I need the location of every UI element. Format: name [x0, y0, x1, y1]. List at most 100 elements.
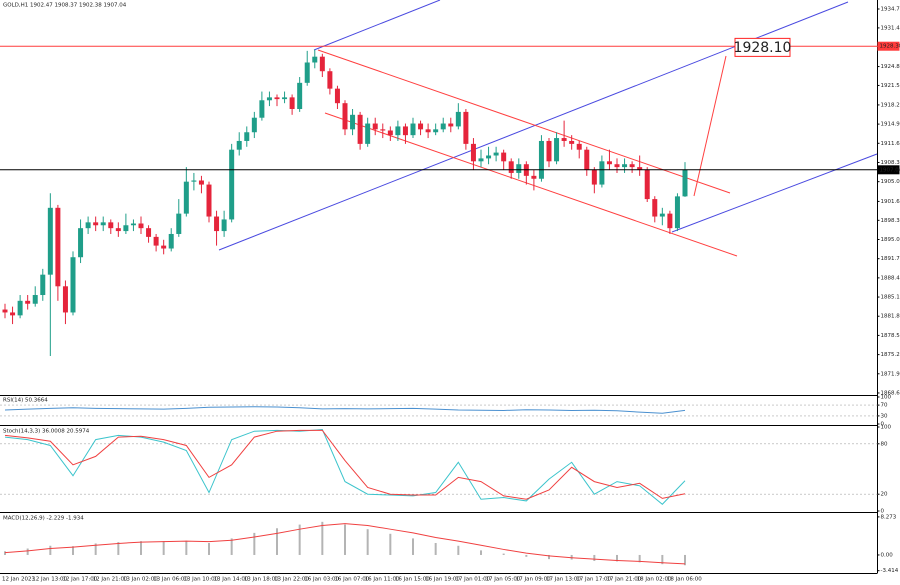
candle-body: [55, 207, 61, 287]
candle-body: [138, 223, 144, 229]
price-label-box: [877, 41, 900, 51]
indicator-line: [4, 523, 686, 565]
pane-borders: [0, 0, 878, 574]
candle-body: [425, 129, 431, 133]
candle-body: [2, 309, 8, 313]
candle-body: [78, 228, 84, 258]
candle-body: [304, 62, 310, 83]
x-tick-label: 18 Jan 06:00: [667, 577, 702, 583]
candle-body: [183, 181, 189, 214]
y-tick-label: 1918.20: [881, 102, 900, 108]
candle-body: [289, 97, 295, 109]
candle-body: [221, 219, 227, 232]
histogram-bar: [26, 548, 29, 555]
histogram-bar: [525, 554, 528, 557]
x-tick-label: 17 Jan 21:00: [606, 577, 641, 583]
histogram-bar: [502, 553, 505, 555]
candle-body: [380, 129, 386, 131]
histogram-bar: [298, 524, 301, 555]
candle-body: [198, 180, 204, 185]
y-tick-label: 1901.60: [881, 199, 900, 205]
x-tick-label: 13 Jan 10:00: [183, 577, 218, 583]
x-tick-label: 17 Jan 17:00: [576, 577, 611, 583]
candle-body: [644, 170, 650, 200]
y-tick-label: 1921.55: [881, 83, 900, 89]
histogram-bar: [548, 554, 550, 560]
pane-title: Stoch(14,3,3) 36.0008 20.5974: [3, 429, 90, 435]
candle-body: [478, 158, 484, 162]
histogram-bar: [49, 545, 52, 555]
projection-line: [693, 55, 727, 197]
y-tick-label: 80: [881, 441, 888, 447]
histogram-bar: [661, 554, 664, 565]
candle-body: [463, 111, 469, 144]
x-tick-label: 12 Jan 13:00: [32, 577, 67, 583]
y-tick-label: 1931.45: [881, 25, 900, 31]
annotation-label: 1928.10: [734, 40, 792, 56]
candle-body: [93, 222, 99, 226]
y-tick-label: 0: [881, 422, 885, 428]
candle-body: [576, 143, 582, 150]
price-label: 1928.30: [880, 44, 900, 50]
y-tick-label: 1914.90: [881, 122, 900, 128]
candle-body: [614, 164, 620, 168]
x-tick-label: 17 Jan 05:00: [486, 577, 521, 583]
histogram-bar: [389, 533, 392, 555]
candle-body: [161, 245, 167, 249]
candle-body: [554, 138, 560, 162]
histogram-bar: [117, 542, 120, 555]
x-tick-label: 13 Jan 22:00: [274, 577, 309, 583]
y-tick-label: 1868.65: [881, 390, 900, 396]
y-tick-label: 1924.80: [881, 64, 900, 70]
candle-body: [606, 161, 612, 165]
candle-body: [516, 164, 522, 173]
channel-line: [317, 49, 731, 194]
candle-body: [350, 114, 356, 130]
pane-title: GOLD,H1 1902.47 1908.37 1902.38 1907.04: [3, 3, 127, 9]
y-tick-label: 1875.25: [881, 352, 900, 358]
y-tick-label: 1878.55: [881, 333, 900, 339]
annotation-box: [734, 37, 791, 57]
x-tick-label: 18 Jan 02:00: [637, 577, 672, 583]
candle-body: [206, 184, 212, 217]
y-tick-label: 70: [881, 403, 888, 409]
candle-body: [470, 143, 476, 162]
y-tick-label: 100: [881, 425, 892, 431]
channel-line: [324, 112, 738, 257]
histogram-bar: [366, 529, 369, 555]
x-tick-label: 16 Jan 11:00: [365, 577, 400, 583]
candle-body: [10, 312, 16, 316]
candle-body: [62, 286, 68, 313]
candle-body: [191, 180, 197, 182]
histogram-bar: [253, 532, 256, 555]
histogram-bar: [140, 541, 142, 555]
histogram-bar: [4, 551, 6, 555]
candle-body: [342, 103, 348, 130]
price-label-box: [877, 165, 900, 175]
y-tick-label: 1911.60: [881, 141, 900, 147]
candle-body: [569, 140, 575, 144]
y-tick-label: 1934.70: [881, 7, 900, 13]
candle-body: [629, 164, 635, 168]
candle-body: [486, 155, 492, 159]
candle-body: [455, 111, 461, 127]
candle-body: [47, 207, 53, 275]
histogram-bar: [684, 554, 686, 566]
candle-body: [282, 97, 288, 100]
candle-body: [146, 228, 152, 237]
candle-body: [357, 114, 363, 144]
candle-body: [319, 56, 325, 72]
candle-body: [153, 236, 159, 246]
candle-body: [448, 123, 454, 127]
histogram-bar: [593, 554, 596, 561]
histogram-bar: [638, 554, 641, 563]
histogram-bar: [208, 543, 210, 555]
histogram-bar: [230, 538, 233, 555]
y-tick-label: 1881.85: [881, 314, 900, 320]
candle-body: [584, 149, 590, 171]
histogram-bar: [434, 543, 437, 555]
candle-body: [637, 167, 643, 171]
histogram-bar: [616, 554, 618, 562]
x-tick-label: 16 Jan 07:00: [334, 577, 369, 583]
